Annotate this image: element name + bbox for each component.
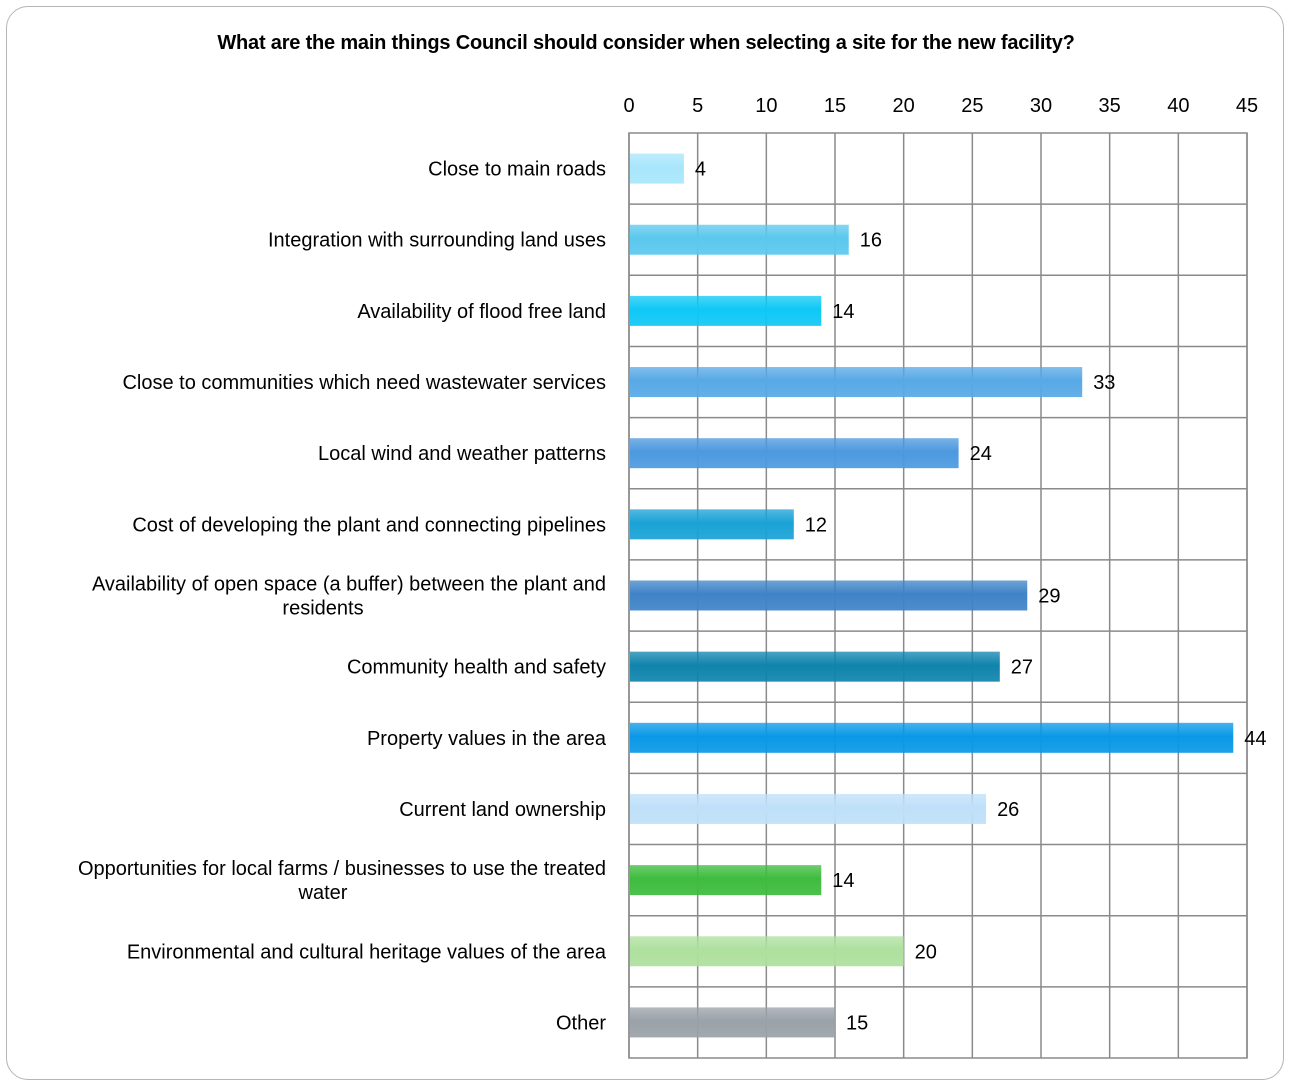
chart-title: What are the main things Council should … xyxy=(217,32,1075,54)
x-tick-label: 45 xyxy=(1236,95,1258,117)
x-tick-label: 5 xyxy=(692,95,703,117)
x-tick-label: 20 xyxy=(893,95,915,117)
bar xyxy=(630,509,794,540)
bar xyxy=(630,1007,835,1038)
category-label: Environmental and cultural heritage valu… xyxy=(127,941,607,963)
category-label: Close to communities which need wastewat… xyxy=(122,372,606,394)
data-label: 16 xyxy=(860,230,882,252)
bar xyxy=(630,865,822,896)
category-label: Community health and safety xyxy=(347,657,606,679)
x-tick-label: 40 xyxy=(1167,95,1189,117)
bar xyxy=(630,224,849,255)
x-tick-label: 30 xyxy=(1030,95,1052,117)
data-label: 33 xyxy=(1093,372,1115,394)
bar xyxy=(630,651,1000,682)
x-tick-label: 25 xyxy=(961,95,983,117)
data-label: 14 xyxy=(832,301,854,323)
chart-frame xyxy=(6,6,1284,1080)
bar xyxy=(630,722,1234,753)
category-label: Cost of developing the plant and connect… xyxy=(132,514,606,536)
category-label: Integration with surrounding land uses xyxy=(268,230,606,252)
data-label: 27 xyxy=(1011,657,1033,679)
bar xyxy=(630,438,959,469)
category-label: Local wind and weather patterns xyxy=(318,443,606,465)
bar xyxy=(630,580,1028,611)
category-label: Property values in the area xyxy=(367,728,607,750)
x-tick-label: 15 xyxy=(824,95,846,117)
x-tick-label: 35 xyxy=(1099,95,1121,117)
x-tick-label: 0 xyxy=(623,95,634,117)
category-label: Other xyxy=(556,1012,606,1034)
data-label: 12 xyxy=(805,514,827,536)
data-label: 29 xyxy=(1038,586,1060,608)
category-label: Opportunities for local farms / business… xyxy=(78,858,606,904)
data-label: 26 xyxy=(997,799,1019,821)
bar xyxy=(630,793,987,824)
data-label: 14 xyxy=(832,870,854,892)
data-label: 44 xyxy=(1244,728,1266,750)
x-tick-label: 10 xyxy=(755,95,777,117)
data-label: 15 xyxy=(846,1012,868,1034)
category-label: Availability of flood free land xyxy=(357,301,606,323)
data-label: 4 xyxy=(695,159,706,181)
bar xyxy=(630,936,904,967)
data-label: 24 xyxy=(970,443,992,465)
category-label: Close to main roads xyxy=(428,159,606,181)
bar xyxy=(630,367,1083,398)
bar xyxy=(630,295,822,326)
category-label: Current land ownership xyxy=(399,799,606,821)
category-label: Availability of open space (a buffer) be… xyxy=(92,574,606,620)
bar xyxy=(630,153,684,184)
data-label: 20 xyxy=(915,941,937,963)
